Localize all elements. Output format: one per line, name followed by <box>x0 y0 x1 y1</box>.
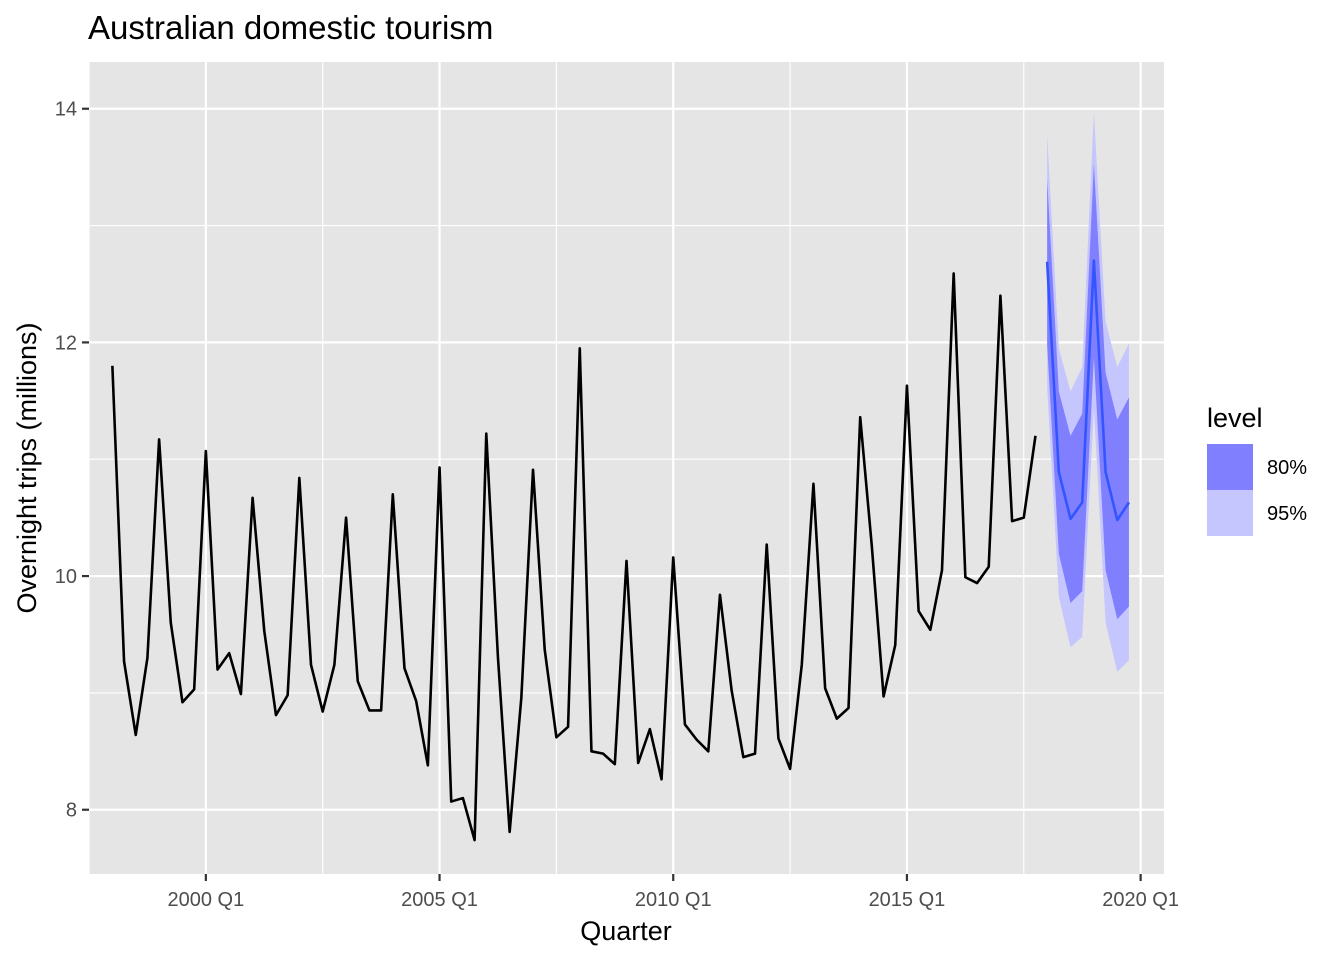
minor-gridlines <box>88 62 1164 874</box>
y-axis: 8 10 12 14 <box>55 99 89 822</box>
forecast-mean-line <box>1045 259 1131 522</box>
y-tick-label: 14 <box>55 99 77 121</box>
y-tick-label: 8 <box>66 800 77 822</box>
x-axis-title: Quarter <box>580 916 672 946</box>
plot-panel <box>88 62 1164 874</box>
x-tick-label: 2000 Q1 <box>167 889 244 911</box>
legend-items: 80% 95% <box>1207 444 1307 536</box>
y-tick-label: 12 <box>55 332 77 354</box>
plot-background <box>89 62 1164 874</box>
legend: level 80% 95% <box>1207 403 1307 536</box>
observed-series-line <box>111 272 1037 842</box>
legend-swatch <box>1207 444 1253 490</box>
x-tick-label: 2005 Q1 <box>401 889 478 911</box>
x-tick-label: 2010 Q1 <box>635 889 712 911</box>
series-lines <box>111 259 1131 842</box>
y-tick-label: 10 <box>55 566 77 588</box>
legend-label: 95% <box>1267 503 1307 525</box>
legend-label: 80% <box>1267 457 1307 479</box>
x-tick-label: 2015 Q1 <box>869 889 946 911</box>
x-axis: 2000 Q1 2005 Q1 2010 Q1 2015 Q1 2020 Q1 <box>167 874 1179 911</box>
legend-swatch <box>1207 490 1253 536</box>
chart-title: Australian domestic tourism <box>88 9 493 46</box>
y-axis-title: Overnight trips (millions) <box>12 322 42 613</box>
legend-title: level <box>1207 403 1263 433</box>
x-tick-label: 2020 Q1 <box>1102 889 1179 911</box>
